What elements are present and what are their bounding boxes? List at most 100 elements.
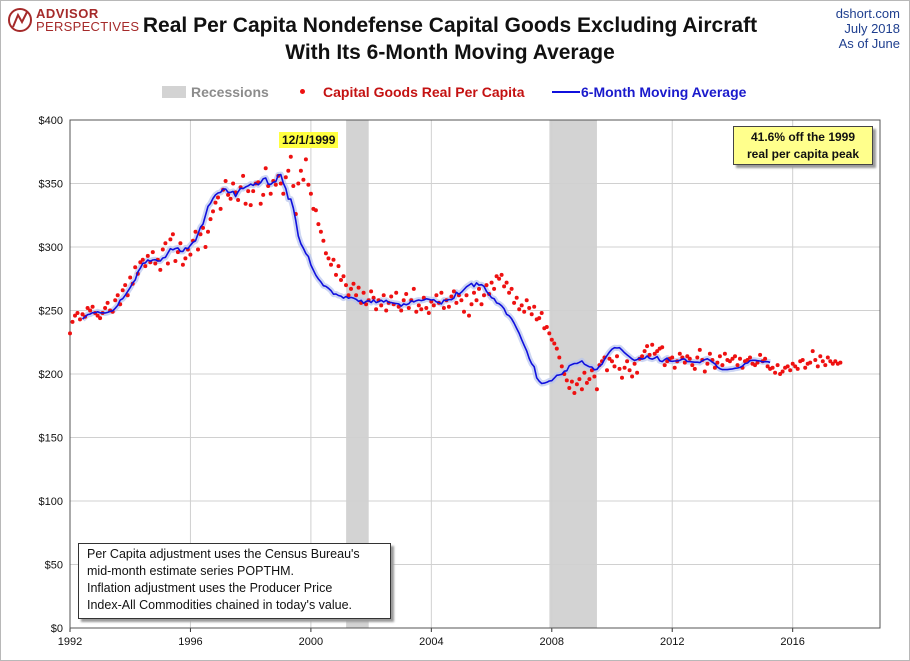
data-point [494, 274, 499, 279]
data-point [459, 298, 464, 303]
data-point [419, 307, 424, 312]
data-point [559, 364, 564, 369]
data-point [75, 311, 80, 315]
source-site: dshort.com [835, 6, 900, 21]
data-point [502, 284, 507, 289]
data-point [682, 360, 687, 365]
data-point [499, 272, 504, 277]
y-tick-label: $150 [39, 433, 63, 445]
data-point [818, 354, 823, 359]
data-point [90, 304, 95, 309]
data-point [687, 356, 692, 361]
data-point [346, 293, 351, 298]
data-point [168, 237, 173, 242]
data-point [331, 257, 336, 262]
note-line2: mid-month estimate series POPTHM. [87, 564, 294, 578]
data-point [228, 196, 233, 201]
data-point [647, 352, 652, 357]
data-point [268, 191, 273, 196]
data-point [467, 313, 471, 318]
data-point [196, 247, 200, 252]
data-point [404, 292, 409, 296]
data-point [592, 374, 597, 379]
data-point [810, 349, 815, 354]
data-point [705, 361, 710, 366]
data-point [539, 311, 544, 315]
data-point [246, 189, 251, 194]
data-point [803, 365, 808, 370]
data-point [489, 280, 494, 285]
data-point [800, 358, 805, 362]
data-point [640, 354, 645, 359]
peak-decline-callout: 41.6% off the 1999 real per capita peak [733, 126, 873, 165]
data-point [323, 251, 328, 256]
data-point [341, 274, 346, 279]
data-point [632, 361, 637, 366]
data-point [339, 278, 343, 282]
data-point [306, 182, 311, 187]
data-point [113, 298, 118, 303]
data-point [825, 355, 830, 360]
data-point [547, 331, 552, 336]
data-point [160, 247, 165, 252]
data-point [128, 275, 133, 280]
y-tick-label: $350 [39, 179, 63, 191]
data-point [303, 157, 308, 162]
data-point [584, 380, 589, 385]
data-point [165, 261, 170, 266]
peak-date-label: 12/1/1999 [279, 132, 339, 148]
data-point [278, 181, 283, 186]
data-point [401, 298, 406, 303]
data-point [281, 191, 286, 196]
data-point [790, 361, 795, 366]
y-tick-label: $100 [39, 496, 63, 508]
data-point [364, 302, 369, 307]
data-point [273, 182, 278, 187]
y-tick-label: $400 [39, 115, 63, 127]
data-point [193, 229, 198, 234]
data-point [446, 304, 451, 309]
data-point [612, 364, 617, 369]
data-point [243, 201, 248, 206]
legend-dots-label: Capital Goods Real Per Capita [323, 84, 525, 100]
data-point [524, 298, 529, 303]
data-point [394, 290, 399, 295]
data-point [820, 359, 825, 364]
data-point [554, 346, 559, 351]
data-point [815, 364, 820, 369]
data-point [140, 257, 145, 262]
data-point [288, 154, 293, 159]
data-point [635, 370, 640, 375]
data-point [695, 355, 700, 360]
data-point [439, 290, 444, 295]
data-point [329, 262, 333, 267]
data-point [765, 364, 770, 369]
data-point [361, 290, 366, 295]
data-point [519, 303, 524, 308]
data-point [482, 293, 486, 298]
data-point [173, 259, 178, 263]
moving-average-line [81, 173, 771, 385]
data-point [206, 229, 210, 234]
data-point [479, 302, 484, 307]
data-point [564, 378, 569, 383]
data-point [231, 181, 236, 186]
data-point [512, 300, 517, 305]
data-point [569, 379, 574, 384]
data-point [374, 307, 379, 312]
data-point [662, 363, 667, 368]
data-point [296, 181, 301, 186]
data-point [143, 264, 148, 269]
data-point [477, 286, 481, 291]
chart-title-line2: With Its 6-Month Moving Average [285, 41, 615, 64]
data-point [384, 308, 389, 313]
data-point [248, 203, 253, 208]
data-point [552, 341, 557, 346]
data-point [620, 375, 624, 380]
data-point [203, 245, 208, 249]
data-point [95, 313, 100, 318]
y-tick-label: $200 [39, 369, 63, 381]
chart-legend: Recessions Capital Goods Real Per Capita… [0, 82, 910, 102]
data-point [218, 206, 223, 211]
data-point [198, 232, 203, 237]
